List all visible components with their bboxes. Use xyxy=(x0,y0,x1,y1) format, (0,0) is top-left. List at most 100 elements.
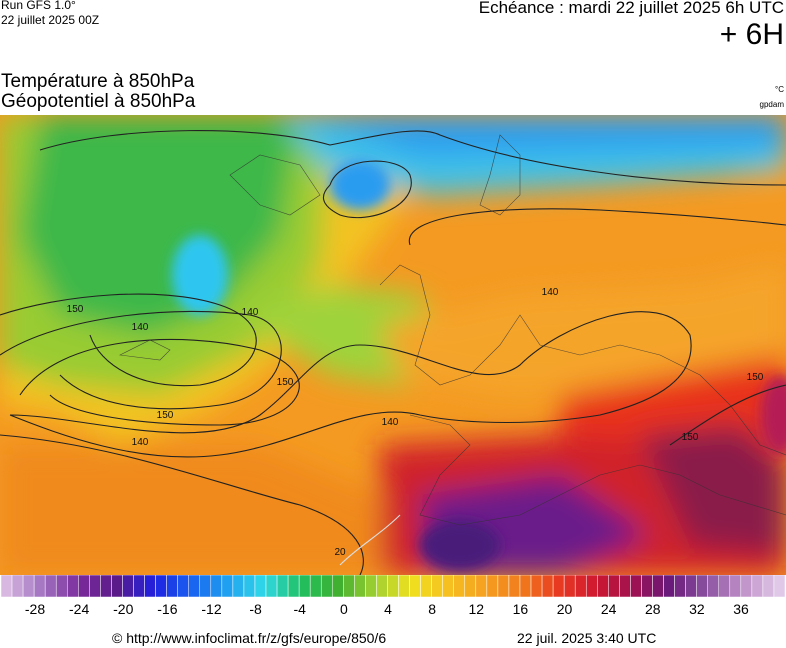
colorbar-swatch xyxy=(155,575,167,598)
lead-time: + 6H xyxy=(719,18,784,51)
colorbar-swatch xyxy=(78,575,90,598)
title-temperature: Température à 850hPa xyxy=(1,71,195,92)
colorbar-swatch xyxy=(453,575,466,598)
colorbar-swatch xyxy=(287,575,300,598)
colorbar-swatch xyxy=(398,575,410,598)
colorbar-swatch xyxy=(254,575,267,598)
colorbar-swatch xyxy=(354,575,366,598)
colorbar-swatch xyxy=(619,575,631,598)
contour-label: 140 xyxy=(382,417,399,428)
colorbar-swatch xyxy=(44,575,57,598)
colorbar-swatch xyxy=(762,575,775,598)
colorbar-tick-label: 0 xyxy=(340,601,348,615)
colorbar-swatch xyxy=(663,575,675,598)
colorbar-tick-label: 16 xyxy=(513,601,529,615)
colorbar-swatch xyxy=(585,575,598,598)
colorbar-swatch xyxy=(265,575,278,598)
contour-label-group: 140 140 140 140 140 150 150 150 150 150 20 xyxy=(67,287,764,558)
contour-label: 140 xyxy=(242,307,259,318)
colorbar-swatch xyxy=(641,575,653,598)
colorbar: -28 -24 -20 -16 -12 -8 -4 0 4 8 12 16 20 24 28 32 36 xyxy=(0,575,786,615)
temperature-field xyxy=(0,115,786,575)
colorbar-swatch xyxy=(751,575,764,598)
colorbar-tick-label: 32 xyxy=(689,601,705,615)
colorbar-swatch xyxy=(519,575,532,598)
colorbar-swatch xyxy=(420,575,432,598)
colorbar-tick-label: 28 xyxy=(645,601,661,615)
colorbar-swatch xyxy=(177,575,189,598)
contour-label: 150 xyxy=(67,304,84,315)
contour-label: 150 xyxy=(277,377,294,388)
colorbar-swatch xyxy=(387,575,399,598)
colorbar-swatch xyxy=(0,575,13,598)
run-label: Run GFS 1.0° xyxy=(1,0,76,12)
colorbar-swatch xyxy=(574,575,587,598)
contour-label: 150 xyxy=(682,432,699,443)
map: 140 140 140 140 140 150 150 150 150 150 20 xyxy=(0,115,786,575)
colorbar-swatch xyxy=(144,575,156,598)
colorbar-swatch xyxy=(563,575,576,598)
colorbar-swatch xyxy=(773,575,786,598)
colorbar-swatch xyxy=(552,575,565,598)
colorbar-swatch xyxy=(199,575,212,598)
footer-timestamp: 22 juil. 2025 3:40 UTC xyxy=(517,630,657,646)
colorbar-swatch xyxy=(597,575,609,598)
colorbar-swatch xyxy=(111,575,123,598)
footer-url: © http://www.infoclimat.fr/z/gfs/europe/… xyxy=(112,630,387,646)
colorbar-swatch xyxy=(508,575,521,598)
contour-label: 140 xyxy=(132,437,149,448)
colorbar-swatch xyxy=(133,575,145,598)
colorbar-tick-label: -12 xyxy=(201,601,221,615)
colorbar-tick-label: -28 xyxy=(25,601,45,615)
colorbar-swatch xyxy=(608,575,620,598)
colorbar-ticks: -28 -24 -20 -16 -12 -8 -4 0 4 8 12 16 20 24 28 32 36 xyxy=(25,601,749,615)
colorbar-swatch xyxy=(210,575,223,598)
colorbar-tick-label: 8 xyxy=(428,601,436,615)
contour-label: 140 xyxy=(132,322,149,333)
colorbar-swatch xyxy=(497,575,510,598)
echeance: Echéance : mardi 22 juillet 2025 6h UTC xyxy=(478,0,784,17)
colorbar-tick-label: 36 xyxy=(733,601,749,615)
colorbar-swatch xyxy=(11,575,24,598)
colorbar-tick-label: -24 xyxy=(69,601,89,615)
colorbar-swatch xyxy=(232,575,245,598)
colorbar-swatch xyxy=(188,575,201,598)
colorbar-swatch xyxy=(630,575,642,598)
colorbar-swatch xyxy=(320,575,333,598)
colorbar-swatch xyxy=(33,575,46,598)
unit-geopotential: gpdam xyxy=(759,100,784,109)
colorbar-swatch xyxy=(67,575,79,598)
colorbar-swatch xyxy=(22,575,35,598)
contour-label: 150 xyxy=(747,372,764,383)
colorbar-swatch xyxy=(729,575,742,598)
colorbar-swatch xyxy=(674,575,686,598)
colorbar-swatch xyxy=(409,575,421,598)
colorbar-swatch xyxy=(486,575,499,598)
colorbar-swatch xyxy=(442,575,454,598)
colorbar-swatch xyxy=(100,575,112,598)
colorbar-swatch xyxy=(276,575,289,598)
colorbar-swatch xyxy=(541,575,554,598)
colorbar-swatch xyxy=(309,575,322,598)
colorbar-swatch xyxy=(243,575,256,598)
colorbar-swatch xyxy=(221,575,234,598)
contour-label: 150 xyxy=(157,410,174,421)
colorbar-swatch xyxy=(332,575,344,598)
colorbar-swatch xyxy=(464,575,477,598)
title-geopotential: Géopotentiel à 850hPa xyxy=(1,91,196,112)
colorbar-tick-label: 4 xyxy=(384,601,392,615)
colorbar-swatch xyxy=(685,575,697,598)
colorbar-swatches xyxy=(0,575,786,598)
unit-temperature: °C xyxy=(775,85,784,94)
colorbar-tick-label: -4 xyxy=(294,601,307,615)
run-date: 22 juillet 2025 00Z xyxy=(1,13,100,27)
colorbar-swatch xyxy=(718,575,731,598)
colorbar-swatch xyxy=(475,575,488,598)
colorbar-swatch xyxy=(343,575,355,598)
colorbar-tick-label: 24 xyxy=(601,601,617,615)
colorbar-swatch xyxy=(89,575,101,598)
colorbar-swatch xyxy=(530,575,543,598)
colorbar-tick-label: 20 xyxy=(557,601,573,615)
colorbar-swatch xyxy=(365,575,377,598)
